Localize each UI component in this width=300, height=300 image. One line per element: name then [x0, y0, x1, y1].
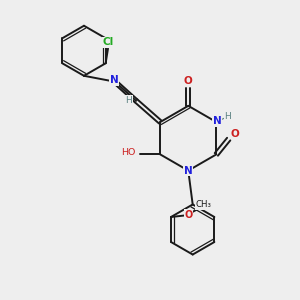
Text: O: O [231, 129, 239, 139]
Text: O: O [184, 210, 193, 220]
Text: O: O [184, 76, 193, 86]
Text: HO: HO [122, 148, 136, 158]
Text: H: H [224, 112, 231, 121]
Text: N: N [110, 75, 119, 85]
Text: H: H [125, 96, 132, 105]
Text: N: N [212, 116, 221, 126]
Text: CH₃: CH₃ [195, 200, 211, 209]
Text: Cl: Cl [103, 37, 114, 47]
Text: N: N [184, 166, 193, 176]
